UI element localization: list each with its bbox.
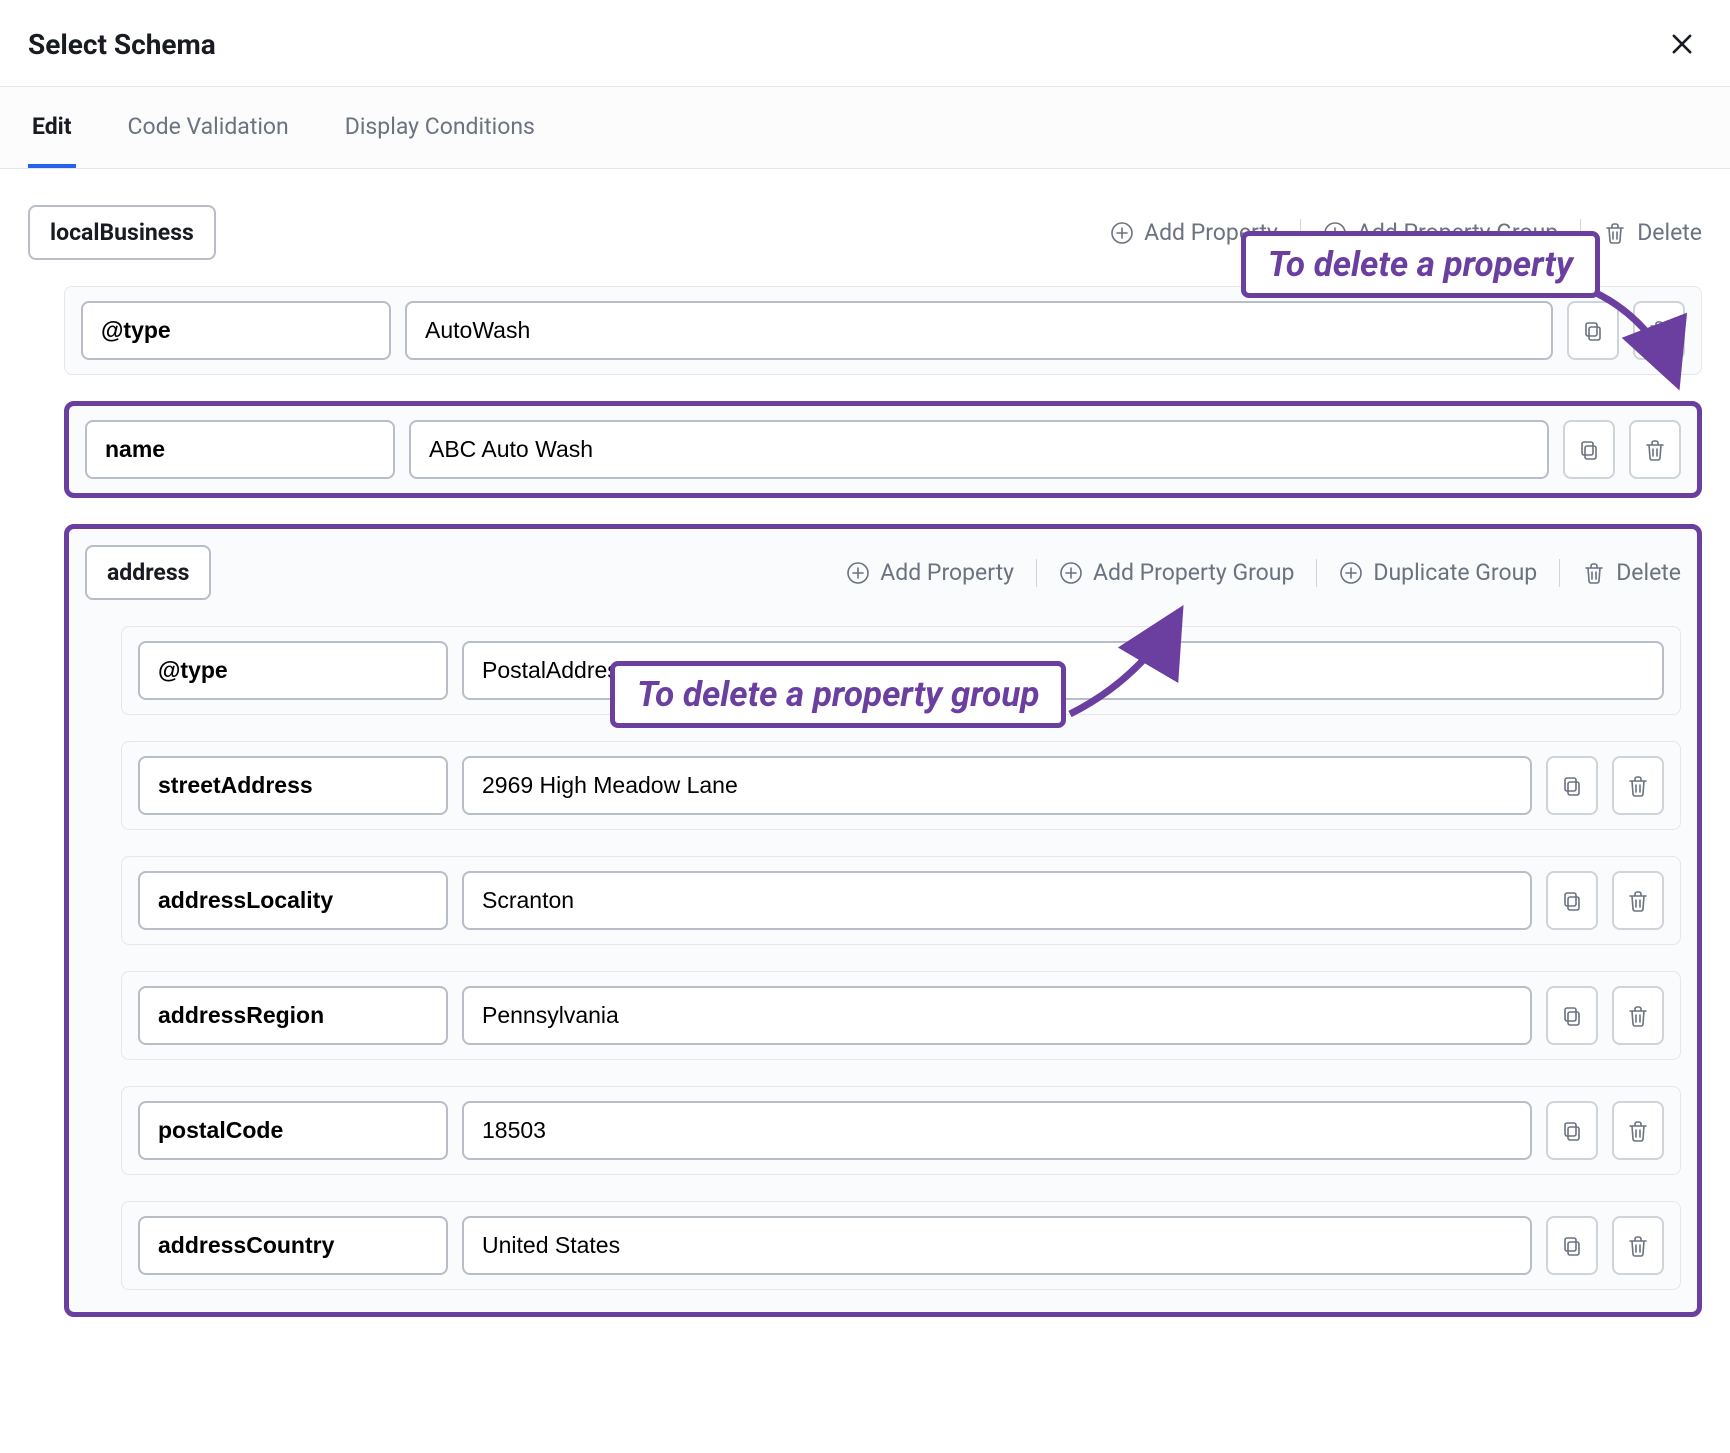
property-value-input[interactable]	[409, 420, 1549, 479]
property-key-input[interactable]	[138, 1216, 448, 1275]
group-duplicate-label: Duplicate Group	[1373, 559, 1537, 586]
close-button[interactable]	[1662, 24, 1702, 64]
property-row	[121, 1201, 1681, 1290]
copy-button[interactable]	[1546, 1216, 1598, 1275]
property-key-input[interactable]	[138, 871, 448, 930]
tabs: Edit Code Validation Display Conditions	[0, 86, 1730, 169]
trash-icon	[1643, 438, 1667, 462]
delete-property-button[interactable]	[1612, 871, 1664, 930]
property-value-input[interactable]	[462, 871, 1532, 930]
copy-icon	[1577, 438, 1601, 462]
copy-button[interactable]	[1546, 986, 1598, 1045]
group-add-property-group-label: Add Property Group	[1093, 559, 1294, 586]
separator	[1559, 559, 1560, 587]
delete-property-button[interactable]	[1612, 1216, 1664, 1275]
plus-circle-icon	[1339, 561, 1363, 585]
plus-circle-icon	[1110, 221, 1134, 245]
editor-content: localBusiness Add Property Add Property …	[0, 169, 1730, 1345]
property-row	[121, 971, 1681, 1060]
trash-icon	[1626, 1004, 1650, 1028]
arrow-icon	[1582, 279, 1702, 399]
modal-title: Select Schema	[28, 28, 216, 61]
trash-icon	[1582, 561, 1606, 585]
property-row	[121, 856, 1681, 945]
delete-property-button[interactable]	[1612, 986, 1664, 1045]
callout-delete-property: To delete a property	[1241, 231, 1600, 298]
separator	[1316, 559, 1317, 587]
group-header: address Add Property Add Property Group	[85, 545, 1681, 600]
trash-icon	[1626, 1119, 1650, 1143]
property-key-input[interactable]	[138, 756, 448, 815]
copy-button[interactable]	[1546, 756, 1598, 815]
property-group: address Add Property Add Property Group	[64, 524, 1702, 1317]
tab-display-conditions[interactable]: Display Conditions	[341, 87, 539, 168]
property-value-input[interactable]	[462, 986, 1532, 1045]
copy-icon	[1560, 774, 1584, 798]
copy-icon	[1560, 1234, 1584, 1258]
group-add-property-button[interactable]: Add Property	[846, 559, 1014, 586]
property-value-input[interactable]	[462, 1216, 1532, 1275]
tab-edit[interactable]: Edit	[28, 87, 76, 168]
trash-icon	[1626, 774, 1650, 798]
property-value-input[interactable]	[462, 1101, 1532, 1160]
group-add-property-group-button[interactable]: Add Property Group	[1059, 559, 1294, 586]
group-delete-button[interactable]: Delete	[1582, 559, 1681, 586]
close-icon	[1668, 30, 1696, 58]
group-delete-label: Delete	[1616, 559, 1681, 586]
copy-icon	[1560, 1004, 1584, 1028]
modal-header: Select Schema	[0, 0, 1730, 86]
trash-icon	[1626, 1234, 1650, 1258]
plus-circle-icon	[846, 561, 870, 585]
arrow-icon	[1060, 599, 1200, 729]
delete-schema-label: Delete	[1637, 219, 1702, 246]
property-row	[121, 741, 1681, 830]
copy-icon	[1560, 889, 1584, 913]
trash-icon	[1603, 221, 1627, 245]
copy-button[interactable]	[1563, 420, 1615, 479]
tab-code-validation[interactable]: Code Validation	[124, 87, 293, 168]
property-value-input[interactable]	[405, 301, 1553, 360]
property-key-input[interactable]	[138, 986, 448, 1045]
property-key-input[interactable]	[138, 1101, 448, 1160]
modal: Select Schema Edit Code Validation Displ…	[0, 0, 1730, 1453]
trash-icon	[1626, 889, 1650, 913]
copy-button[interactable]	[1546, 871, 1598, 930]
root-children: address Add Property Add Property Group	[64, 286, 1702, 1317]
copy-button[interactable]	[1546, 1101, 1598, 1160]
property-key-input[interactable]	[85, 420, 395, 479]
property-key-input[interactable]	[138, 641, 448, 700]
property-row	[64, 286, 1702, 375]
property-row	[121, 1086, 1681, 1175]
plus-circle-icon	[1059, 561, 1083, 585]
group-duplicate-button[interactable]: Duplicate Group	[1339, 559, 1537, 586]
copy-icon	[1560, 1119, 1584, 1143]
group-add-property-label: Add Property	[880, 559, 1014, 586]
callout-delete-group: To delete a property group	[610, 661, 1066, 728]
separator	[1036, 559, 1037, 587]
property-key-input[interactable]	[81, 301, 391, 360]
delete-schema-button[interactable]: Delete	[1603, 219, 1702, 246]
group-tag[interactable]: address	[85, 545, 211, 600]
property-value-input[interactable]	[462, 756, 1532, 815]
property-row	[64, 401, 1702, 498]
root-tag[interactable]: localBusiness	[28, 205, 216, 260]
delete-property-button[interactable]	[1612, 756, 1664, 815]
group-actions: Add Property Add Property Group Duplicat…	[846, 559, 1681, 587]
delete-property-button[interactable]	[1612, 1101, 1664, 1160]
delete-property-button[interactable]	[1629, 420, 1681, 479]
